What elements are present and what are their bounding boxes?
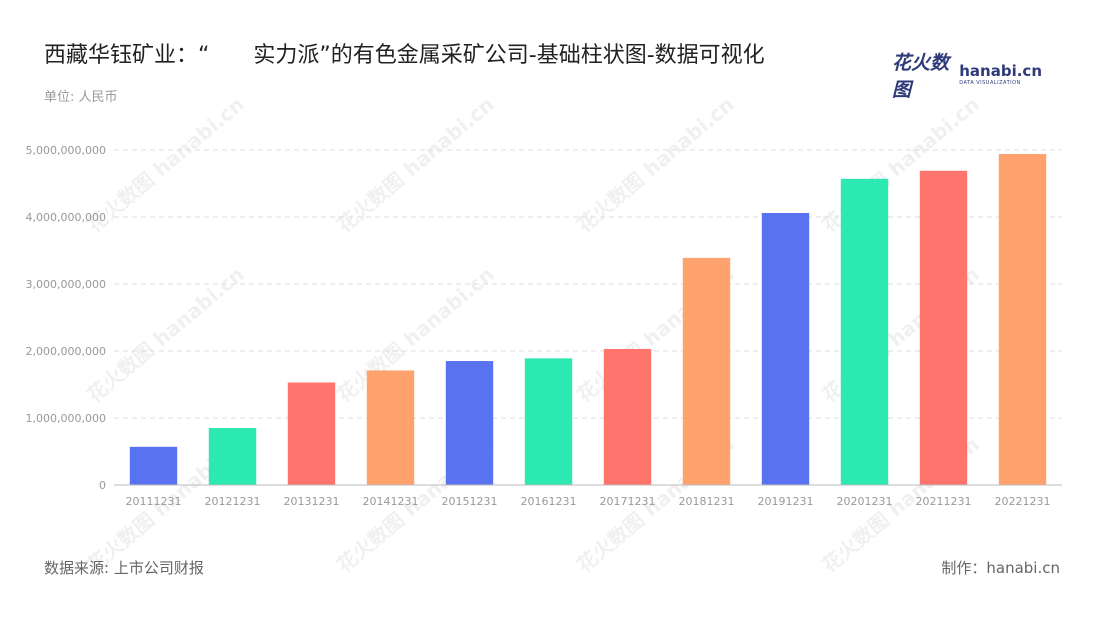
y-tick-label: 2,000,000,000 [26,345,106,358]
unit-label: 单位: 人民币 [44,90,118,105]
chart-maker: 制作：hanabi.cn [941,559,1060,577]
y-tick-label: 0 [99,479,106,492]
bar-20161231 [524,358,573,485]
logo-en-subtext: DATA VISUALIZATION [959,80,1021,86]
x-tick-label: 20191231 [758,495,814,508]
chart-title: 西藏华钰矿业：“ 实力派”的有色金属采矿公司-基础柱状图-数据可视化 [44,43,765,68]
bar-20211231 [919,170,968,485]
watermark-text: 花火数图 hanabi.cn [82,92,249,237]
x-tick-label: 20161231 [521,495,577,508]
x-tick-label: 20111231 [126,495,182,508]
watermark-text: 花火数图 hanabi.cn [332,92,499,237]
data-source: 数据来源: 上市公司财报 [44,559,204,577]
y-tick-label: 5,000,000,000 [26,144,106,157]
logo-cn-text: 花火数图 [892,52,950,101]
y-tick-label: 4,000,000,000 [26,211,106,224]
logo-en-block: hanabi.cn DATA VISUALIZATION [959,64,1042,86]
x-tick-label: 20151231 [442,495,498,508]
bar-20201231 [840,178,889,485]
x-tick-label: 20171231 [600,495,656,508]
bar-20121231 [208,428,257,485]
bar-20141231 [366,370,415,485]
bar-20151231 [445,361,494,485]
bars-group [129,154,1047,486]
watermark-text: 花火数图 hanabi.cn [572,92,739,237]
y-axis-ticks: 0 1,000,000,000 2,000,000,000 3,000,000,000… [26,144,106,492]
x-tick-label: 20131231 [284,495,340,508]
bar-20131231 [287,382,336,485]
y-tick-label: 1,000,000,000 [26,412,106,425]
brand-logo: 花火数图 hanabi.cn DATA VISUALIZATION [892,52,1042,101]
x-tick-label: 20201231 [837,495,893,508]
bar-20181231 [682,257,731,485]
bar-20221231 [998,154,1047,485]
grid-lines [114,149,1062,419]
y-tick-label: 3,000,000,000 [26,278,106,291]
x-axis-ticks: 20111231 20121231 20131231 20141231 20151231… [126,495,1051,508]
bar-20171231 [603,348,652,485]
x-tick-label: 20141231 [363,495,419,508]
x-tick-label: 20121231 [205,495,261,508]
x-tick-label: 20211231 [916,495,972,508]
x-tick-label: 20181231 [679,495,735,508]
bar-20191231 [761,212,810,486]
x-tick-label: 20221231 [995,495,1051,508]
logo-en-text: hanabi.cn [959,62,1042,80]
bar-20111231 [129,446,178,485]
